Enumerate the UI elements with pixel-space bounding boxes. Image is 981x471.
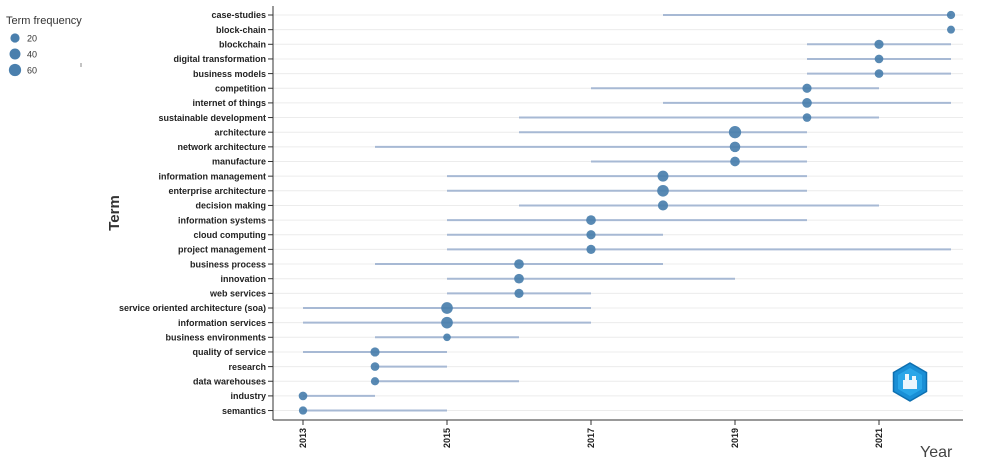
term-label: innovation [221, 274, 267, 284]
range-layer [303, 14, 951, 412]
term-point [370, 347, 380, 357]
term-point [586, 230, 596, 240]
term-point [657, 200, 669, 211]
legend-size-marker [9, 48, 21, 60]
watermark-logo-icon [892, 362, 928, 402]
term-label: service oriented architecture (soa) [119, 303, 266, 313]
term-label: semantics [222, 406, 266, 416]
x-tick-label: 2019 [730, 428, 740, 448]
term-point [514, 288, 524, 298]
term-label: blockchain [219, 40, 266, 50]
term-point [874, 54, 884, 64]
term-point [874, 69, 884, 78]
term-label: sustainable development [158, 113, 266, 123]
x-tick-label: 2015 [442, 428, 452, 448]
legend-title: Term frequency [6, 15, 82, 27]
y-axis-title: Term [106, 195, 123, 231]
term-label: information systems [178, 215, 266, 225]
term-point [729, 141, 741, 153]
term-point [441, 302, 453, 314]
term-label: manufacture [212, 157, 266, 167]
legend-size-label: 60 [27, 66, 37, 76]
x-axis-title: Year [920, 444, 953, 461]
term-point [802, 83, 812, 93]
term-label: enterprise architecture [168, 186, 266, 196]
x-tick-label: 2013 [298, 428, 308, 448]
term-label: business process [190, 259, 266, 269]
legend-size-marker [8, 63, 22, 77]
term-labels: case-studies block-chain blockchain digital… [119, 10, 273, 416]
x-tick-label: 2021 [874, 428, 884, 448]
term-point [441, 316, 453, 329]
term-label: quality of service [192, 347, 266, 357]
term-label: industry [230, 391, 266, 401]
term-label: cloud computing [194, 230, 267, 240]
term-label: digital transformation [173, 54, 266, 64]
legend-size-marker [10, 33, 20, 43]
term-label: decision making [195, 201, 266, 211]
legend-size-label: 40 [27, 50, 37, 60]
term-label: business environments [165, 333, 266, 343]
term-label: network architecture [177, 142, 266, 152]
term-label: information services [178, 318, 266, 328]
term-label: block-chain [216, 25, 266, 35]
term-point [443, 333, 451, 342]
term-point [946, 10, 956, 20]
legend: Term frequency 20 40 60 [6, 15, 82, 77]
legend-size-label: 20 [27, 34, 37, 44]
term-point [728, 126, 742, 139]
term-point [514, 273, 524, 284]
term-label: data warehouses [193, 376, 266, 386]
term-label: internet of things [193, 98, 267, 108]
term-point [586, 215, 596, 225]
term-label: business models [193, 69, 266, 79]
term-label: architecture [214, 127, 266, 137]
term-point [802, 98, 812, 108]
term-label: competition [215, 83, 266, 93]
term-point [586, 244, 596, 254]
term-point [298, 406, 308, 415]
term-point [514, 259, 524, 269]
term-point [370, 377, 380, 386]
term-point [657, 170, 669, 182]
point-layer [298, 10, 956, 415]
term-point [947, 25, 955, 34]
term-label: project management [178, 245, 266, 255]
term-point [874, 39, 884, 49]
term-label: case-studies [211, 10, 266, 20]
term-point [298, 391, 308, 401]
term-point [657, 184, 669, 197]
x-tick-label: 2017 [586, 428, 596, 448]
x-axis-ticks: 2013 2015 2017 2019 2021 [298, 420, 884, 448]
term-point [730, 156, 740, 167]
term-label: web services [209, 289, 266, 299]
term-label: research [228, 362, 266, 372]
term-label: information management [158, 171, 266, 181]
term-point [802, 113, 812, 122]
term-point [370, 362, 380, 371]
